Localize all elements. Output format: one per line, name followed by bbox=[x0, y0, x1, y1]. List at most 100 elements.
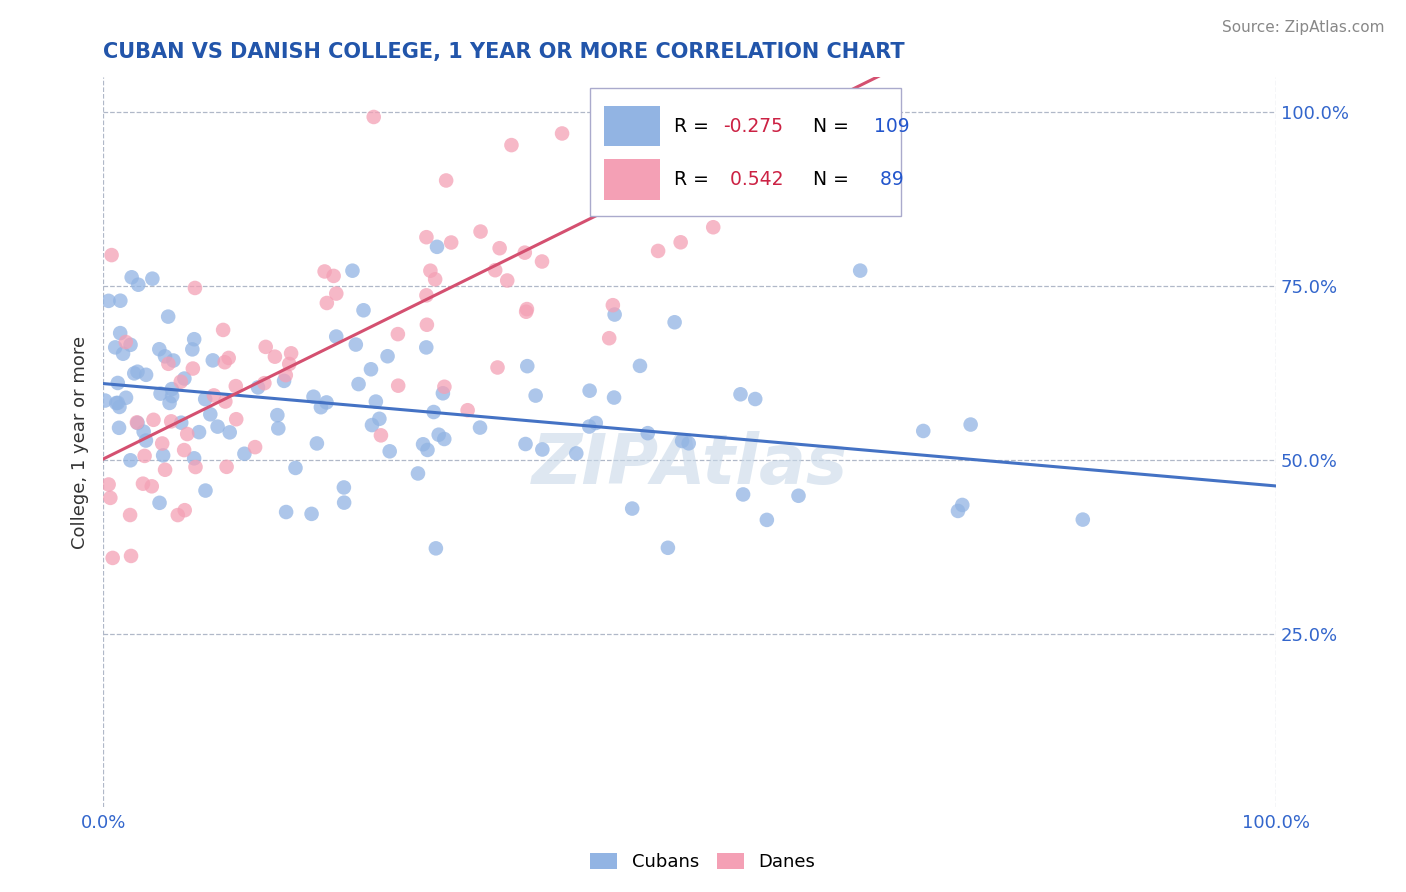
Point bbox=[585, 416, 607, 430]
Point bbox=[159, 396, 181, 410]
Point bbox=[127, 416, 149, 430]
Text: -0.275: -0.275 bbox=[724, 117, 783, 136]
Point bbox=[97, 477, 120, 491]
Point bbox=[325, 286, 347, 301]
Point bbox=[415, 288, 437, 302]
Point bbox=[363, 110, 385, 124]
Point bbox=[427, 427, 450, 442]
Point bbox=[415, 340, 437, 354]
Point bbox=[423, 272, 446, 286]
Point bbox=[132, 425, 155, 439]
Point bbox=[727, 128, 749, 142]
Point bbox=[755, 513, 778, 527]
Text: Source: ZipAtlas.com: Source: ZipAtlas.com bbox=[1222, 20, 1385, 35]
Point bbox=[347, 377, 370, 392]
Point bbox=[619, 191, 641, 205]
Point bbox=[434, 173, 457, 187]
Point bbox=[368, 412, 391, 426]
Point bbox=[515, 437, 537, 451]
Point bbox=[531, 442, 554, 457]
Point bbox=[225, 412, 247, 426]
Point bbox=[184, 460, 207, 475]
Point bbox=[603, 391, 626, 405]
Point bbox=[950, 498, 973, 512]
Point bbox=[344, 337, 367, 351]
Point bbox=[361, 418, 384, 433]
Point bbox=[578, 384, 600, 398]
Point bbox=[614, 196, 637, 211]
Point bbox=[415, 230, 437, 244]
Point bbox=[614, 200, 637, 214]
Point bbox=[530, 254, 553, 268]
Bar bbox=[605, 160, 661, 200]
Point bbox=[157, 357, 180, 371]
Point bbox=[125, 416, 148, 430]
Point bbox=[496, 273, 519, 287]
Point bbox=[713, 96, 735, 111]
Point bbox=[94, 393, 117, 408]
Point bbox=[693, 153, 716, 167]
Point bbox=[637, 426, 659, 441]
Text: ZIPAtlas: ZIPAtlas bbox=[531, 431, 848, 498]
Point bbox=[273, 374, 295, 388]
Point bbox=[115, 391, 138, 405]
Point bbox=[112, 347, 135, 361]
Point bbox=[114, 334, 136, 349]
Point bbox=[160, 382, 183, 396]
Point bbox=[664, 315, 686, 329]
Point bbox=[710, 122, 733, 136]
Point bbox=[302, 390, 325, 404]
Point bbox=[524, 388, 547, 402]
Point bbox=[412, 437, 434, 451]
Point bbox=[702, 220, 724, 235]
Point bbox=[181, 361, 204, 376]
Text: 89: 89 bbox=[873, 170, 904, 189]
Point bbox=[108, 421, 131, 435]
Point bbox=[214, 394, 236, 409]
Point bbox=[657, 541, 679, 555]
Point bbox=[325, 329, 347, 343]
Point bbox=[651, 91, 673, 105]
Point bbox=[728, 151, 751, 165]
Point bbox=[188, 425, 211, 439]
Point bbox=[202, 388, 225, 402]
Point bbox=[647, 244, 669, 258]
Point bbox=[433, 432, 456, 446]
Point bbox=[419, 263, 441, 277]
Point bbox=[849, 263, 872, 277]
Point bbox=[425, 541, 447, 556]
Point bbox=[170, 375, 193, 389]
Point bbox=[148, 343, 170, 357]
Point bbox=[440, 235, 463, 250]
Point bbox=[225, 379, 247, 393]
Point bbox=[253, 376, 276, 391]
Point bbox=[184, 281, 207, 295]
Point bbox=[157, 310, 180, 324]
Point bbox=[122, 367, 145, 381]
Point bbox=[176, 427, 198, 442]
Point bbox=[141, 271, 163, 285]
Point bbox=[264, 350, 287, 364]
Point bbox=[233, 447, 256, 461]
Point bbox=[488, 241, 510, 255]
Point bbox=[160, 389, 183, 403]
Point bbox=[628, 163, 651, 178]
Point bbox=[183, 451, 205, 466]
Point bbox=[301, 507, 323, 521]
Point bbox=[173, 503, 195, 517]
Point bbox=[120, 338, 142, 352]
Point bbox=[432, 386, 454, 401]
Point bbox=[127, 277, 149, 292]
Point bbox=[141, 479, 163, 493]
Point bbox=[107, 376, 129, 390]
Point bbox=[578, 419, 600, 434]
Point bbox=[628, 359, 651, 373]
Point bbox=[669, 235, 692, 250]
Point bbox=[733, 487, 755, 501]
Point bbox=[120, 508, 142, 522]
Point bbox=[470, 225, 492, 239]
Point bbox=[730, 387, 752, 401]
Point bbox=[148, 496, 170, 510]
Point bbox=[135, 368, 157, 382]
Point bbox=[370, 428, 392, 442]
